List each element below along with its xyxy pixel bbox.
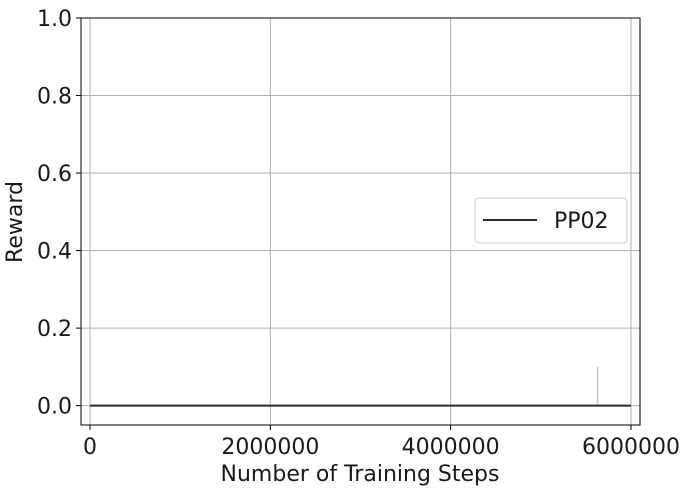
x-tick-label: 0 [83,435,97,460]
plot-frame [80,17,641,426]
axis-ticks: 0 2000000 4000000 6000000 0.0 0.2 0.4 0.6 0.8 1.0 [37,7,680,460]
y-tick-label: 0.8 [37,85,72,110]
x-tick-label: 4000000 [402,435,500,460]
y-tick-label: 0.4 [37,240,72,265]
x-tick-label: 2000000 [221,435,319,460]
y-tick-label: 0.2 [37,317,72,342]
legend-label: PP02 [554,209,609,234]
legend-box [474,197,628,244]
y-axis-label: Reward [3,181,28,263]
y-tick-label: 0.0 [37,395,72,420]
y-tick-label: 1.0 [37,7,72,32]
x-axis-label: Number of Training Steps [221,462,500,487]
y-tick-label: 0.6 [37,162,72,187]
series-layer [90,366,631,407]
legend: PP02 [474,197,628,244]
x-tick-label: 6000000 [582,435,680,460]
